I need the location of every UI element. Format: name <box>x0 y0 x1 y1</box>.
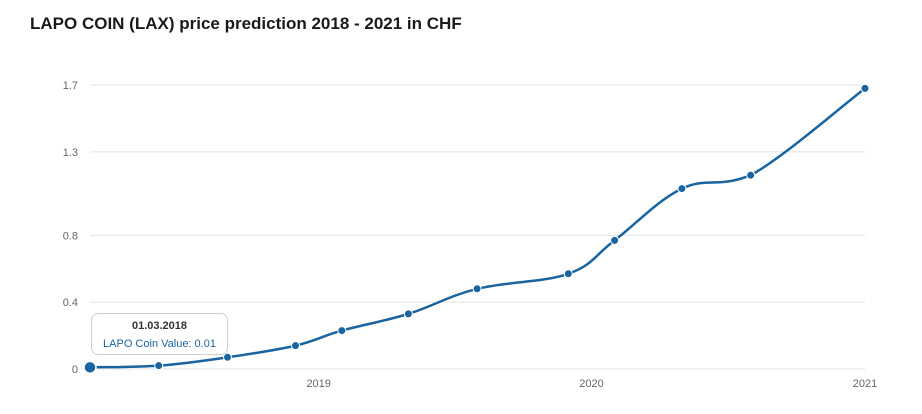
y-tick-label: 1.7 <box>63 80 78 92</box>
data-point[interactable] <box>223 352 233 362</box>
x-tick-label: 2021 <box>853 378 877 390</box>
data-point[interactable] <box>677 184 687 194</box>
data-point[interactable] <box>337 326 347 336</box>
series-layer <box>83 83 870 375</box>
data-point[interactable] <box>154 361 164 371</box>
data-point-highlighted[interactable] <box>83 360 97 375</box>
data-point[interactable] <box>472 284 482 294</box>
y-tick-label: 0.8 <box>63 230 78 242</box>
data-point[interactable] <box>291 341 301 351</box>
x-axis-ticks: 2019 2020 2021 <box>306 378 877 390</box>
data-point[interactable] <box>746 170 756 180</box>
tooltip-date: 01.03.2018 <box>131 320 188 332</box>
y-tick-label: 0.4 <box>63 297 78 309</box>
data-point[interactable] <box>403 309 413 319</box>
chart-title: LAPO COIN (LAX) price prediction 2018 - … <box>30 14 462 33</box>
y-tick-label: 1.3 <box>63 147 78 159</box>
x-tick-label: 2020 <box>579 378 603 390</box>
data-point[interactable] <box>860 83 870 93</box>
x-tick-label: 2019 <box>306 378 330 390</box>
y-axis-ticks: 0 0.4 0.8 1.3 1.7 <box>63 80 78 376</box>
tooltip-value: LAPO Coin Value: 0.01 <box>103 338 216 350</box>
data-point[interactable] <box>610 235 620 245</box>
data-tooltip: 01.03.2018 LAPO Coin Value: 0.01 <box>91 313 228 355</box>
y-tick-label: 0 <box>72 364 78 376</box>
data-point[interactable] <box>563 269 573 279</box>
grid-lines <box>90 84 865 370</box>
